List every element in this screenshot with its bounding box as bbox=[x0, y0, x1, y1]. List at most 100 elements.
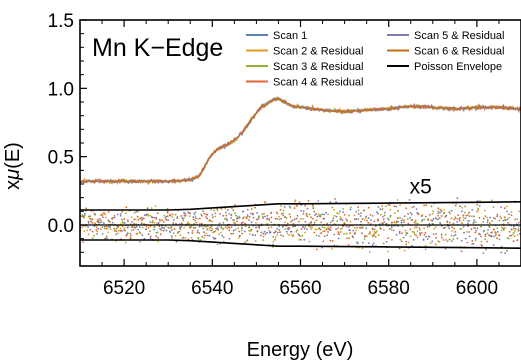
residual-point bbox=[311, 204, 314, 207]
residual-point bbox=[213, 231, 216, 233]
residual-point bbox=[342, 225, 344, 228]
residual-point bbox=[414, 219, 417, 222]
residual-point bbox=[437, 214, 439, 217]
residual-point bbox=[367, 217, 370, 220]
residual-point bbox=[435, 233, 438, 235]
residual-point bbox=[329, 226, 332, 229]
residual-point bbox=[331, 248, 333, 250]
residual-point bbox=[481, 244, 483, 247]
residual-point bbox=[216, 243, 219, 246]
residual-point bbox=[210, 229, 213, 232]
residual-point bbox=[400, 219, 403, 222]
residual-point bbox=[311, 226, 314, 229]
residual-point bbox=[155, 235, 158, 238]
residual-point bbox=[391, 239, 393, 241]
residual-point bbox=[389, 227, 391, 230]
residual-point bbox=[335, 228, 337, 231]
legend-item-3: Scan 3 & Residual bbox=[246, 61, 364, 73]
residual-point bbox=[217, 228, 220, 231]
residual-point bbox=[201, 235, 204, 238]
residual-point bbox=[516, 218, 519, 220]
residual-point bbox=[369, 214, 372, 216]
residual-point bbox=[99, 218, 101, 220]
residual-point bbox=[389, 216, 392, 218]
y-tick-label: 0.5 bbox=[48, 148, 74, 169]
residual-point bbox=[327, 231, 329, 233]
residual-point bbox=[289, 216, 292, 218]
residual-point bbox=[357, 218, 360, 220]
residual-point bbox=[373, 220, 376, 223]
residual-point bbox=[407, 212, 409, 215]
residual-point bbox=[506, 249, 508, 252]
residual-point bbox=[270, 212, 273, 215]
residual-point bbox=[386, 217, 389, 220]
residual-point bbox=[413, 227, 416, 229]
residual-point bbox=[393, 205, 396, 208]
residual-point bbox=[399, 204, 401, 207]
residual-point bbox=[505, 205, 508, 208]
residual-point bbox=[288, 205, 291, 208]
residual-point bbox=[512, 233, 514, 236]
legend-label: Scan 5 & Residual bbox=[414, 30, 505, 42]
residual-point bbox=[451, 230, 453, 232]
residual-point bbox=[226, 219, 229, 222]
residual-point bbox=[411, 244, 413, 247]
residual-point bbox=[235, 214, 237, 217]
residual-point bbox=[118, 229, 120, 232]
residual-point bbox=[97, 227, 100, 230]
residual-point bbox=[211, 220, 213, 223]
residual-point bbox=[299, 235, 302, 238]
residual-point bbox=[465, 214, 468, 217]
residual-point bbox=[334, 198, 336, 200]
residual-point bbox=[86, 229, 89, 232]
residual-point bbox=[262, 235, 265, 238]
residual-point bbox=[295, 230, 298, 233]
residual-point bbox=[248, 215, 251, 218]
residual-point bbox=[193, 222, 196, 225]
residual-point bbox=[456, 221, 459, 223]
residual-point bbox=[107, 231, 109, 234]
residual-point bbox=[345, 218, 348, 221]
residual-point bbox=[458, 219, 461, 222]
residual-point bbox=[518, 221, 520, 224]
residual-point bbox=[137, 219, 140, 221]
residual-point bbox=[244, 222, 246, 225]
residual-point bbox=[323, 230, 326, 233]
residual-point bbox=[288, 234, 290, 237]
residual-point bbox=[250, 228, 253, 231]
residual-point bbox=[210, 209, 213, 211]
residual-point bbox=[484, 209, 486, 212]
residual-point bbox=[191, 232, 194, 234]
residual-point bbox=[323, 213, 326, 216]
residual-point bbox=[137, 228, 140, 231]
residual-point bbox=[194, 215, 197, 218]
residual-point bbox=[321, 213, 324, 216]
residual-point bbox=[331, 219, 334, 222]
residual-point bbox=[425, 204, 428, 207]
residual-point bbox=[440, 215, 443, 217]
residual-point bbox=[89, 218, 92, 220]
residual-point bbox=[278, 216, 280, 218]
residual-point bbox=[301, 226, 304, 229]
residual-point bbox=[315, 234, 318, 237]
residual-point bbox=[492, 206, 495, 208]
residual-point bbox=[99, 221, 101, 224]
residual-point bbox=[464, 237, 467, 240]
residual-point bbox=[496, 215, 498, 218]
residual-point bbox=[241, 232, 243, 235]
residual-point bbox=[132, 228, 135, 231]
residual-point bbox=[367, 206, 370, 209]
residual-point bbox=[381, 222, 384, 225]
residual-point bbox=[216, 209, 219, 212]
residual-point bbox=[348, 237, 350, 240]
residual-point bbox=[255, 222, 257, 224]
residual-point bbox=[383, 221, 386, 224]
residual-point bbox=[153, 228, 155, 231]
residual-point bbox=[285, 216, 288, 219]
residual-point bbox=[288, 213, 291, 216]
residual-point bbox=[172, 232, 175, 235]
residual-point bbox=[478, 205, 481, 207]
residual-point bbox=[282, 209, 285, 212]
residual-point bbox=[486, 221, 489, 224]
residual-point bbox=[468, 215, 471, 218]
